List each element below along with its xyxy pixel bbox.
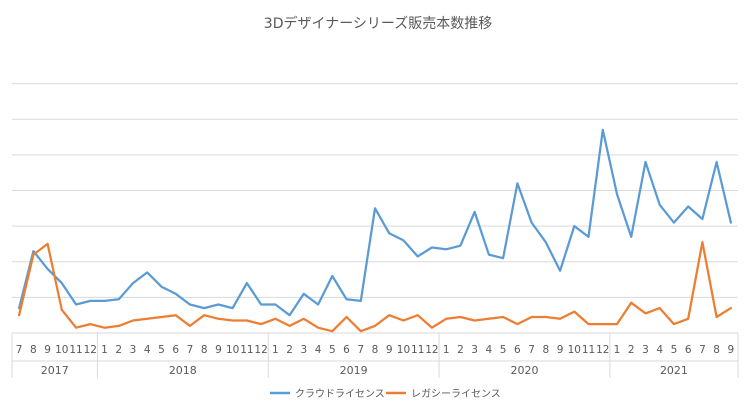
x-tick-label: 12 bbox=[254, 344, 267, 356]
x-tick-label: 10 bbox=[226, 344, 239, 356]
x-tick-label: 10 bbox=[568, 344, 581, 356]
x-tick-label: 9 bbox=[728, 344, 735, 356]
x-tick-label: 5 bbox=[329, 344, 336, 356]
x-tick-label: 6 bbox=[685, 344, 692, 356]
x-tick-label: 7 bbox=[357, 344, 364, 356]
x-tick-label: 9 bbox=[215, 344, 222, 356]
x-tick-label: 8 bbox=[30, 344, 37, 356]
x-tick-label: 4 bbox=[315, 344, 322, 356]
year-label: 2017 bbox=[41, 364, 69, 377]
x-tick-label: 11 bbox=[240, 344, 253, 356]
x-tick-label: 3 bbox=[130, 344, 137, 356]
x-tick-label: 4 bbox=[656, 344, 663, 356]
x-tick-label: 6 bbox=[343, 344, 350, 356]
x-tick-label: 11 bbox=[582, 344, 595, 356]
x-tick-label: 8 bbox=[201, 344, 208, 356]
x-tick-label: 5 bbox=[158, 344, 165, 356]
year-label: 2018 bbox=[169, 364, 197, 377]
x-tick-label: 7 bbox=[699, 344, 706, 356]
x-tick-label: 5 bbox=[500, 344, 507, 356]
legend: クラウドライセンス レガシーライセンス bbox=[270, 388, 501, 400]
x-tick-label: 1 bbox=[614, 344, 621, 356]
x-axis: 7 8 9 10 11 12 1 2 3 4 5 6 7 8 9 10 11 12 1 2 3 4 5 6 7 8 9 10 11 12 1… bbox=[11, 332, 739, 378]
x-tick-label: 9 bbox=[557, 344, 564, 356]
year-label: 2021 bbox=[660, 364, 688, 377]
x-tick-label: 3 bbox=[300, 344, 307, 356]
year-label: 2019 bbox=[340, 364, 368, 377]
x-tick-label: 2 bbox=[457, 344, 464, 356]
series-line-legacy-license bbox=[17, 241, 733, 333]
x-tick-label: 6 bbox=[514, 344, 521, 356]
x-tick-label: 8 bbox=[372, 344, 379, 356]
x-tick-label: 5 bbox=[671, 344, 678, 356]
x-tick-label: 11 bbox=[411, 344, 424, 356]
x-tick-label: 4 bbox=[486, 344, 493, 356]
x-tick-label: 8 bbox=[713, 344, 720, 356]
x-tick-label: 8 bbox=[542, 344, 549, 356]
x-tick-label: 1 bbox=[443, 344, 450, 356]
legend-cloud-license-label: クラウドライセンス bbox=[295, 388, 385, 400]
x-tick-label: 9 bbox=[386, 344, 393, 356]
chart-title: 3Dデザイナーシリーズ販売本数推移 bbox=[264, 15, 492, 32]
x-tick-label: 7 bbox=[16, 344, 23, 356]
x-tick-label: 12 bbox=[84, 344, 97, 356]
x-tick-label: 2 bbox=[115, 344, 122, 356]
series-line-cloud-license bbox=[17, 128, 733, 317]
x-tick-label: 7 bbox=[187, 344, 194, 356]
x-tick-label: 2 bbox=[286, 344, 293, 356]
x-tick-label: 11 bbox=[69, 344, 82, 356]
x-tick-label: 10 bbox=[397, 344, 410, 356]
legend-legacy-license-label: レガシーライセンス bbox=[411, 388, 501, 400]
x-tick-label: 1 bbox=[101, 344, 108, 356]
x-tick-label: 6 bbox=[172, 344, 179, 356]
x-tick-label: 3 bbox=[471, 344, 478, 356]
x-tick-label: 1 bbox=[272, 344, 279, 356]
series-lines bbox=[17, 128, 733, 333]
x-tick-label: 9 bbox=[44, 344, 51, 356]
x-tick-label: 4 bbox=[144, 344, 151, 356]
x-tick-label: 3 bbox=[642, 344, 649, 356]
x-tick-label: 7 bbox=[528, 344, 535, 356]
x-tick-label: 10 bbox=[55, 344, 68, 356]
x-tick-label: 2 bbox=[628, 344, 635, 356]
year-label: 2020 bbox=[510, 364, 538, 377]
x-tick-label: 12 bbox=[425, 344, 438, 356]
x-tick-label: 12 bbox=[596, 344, 609, 356]
